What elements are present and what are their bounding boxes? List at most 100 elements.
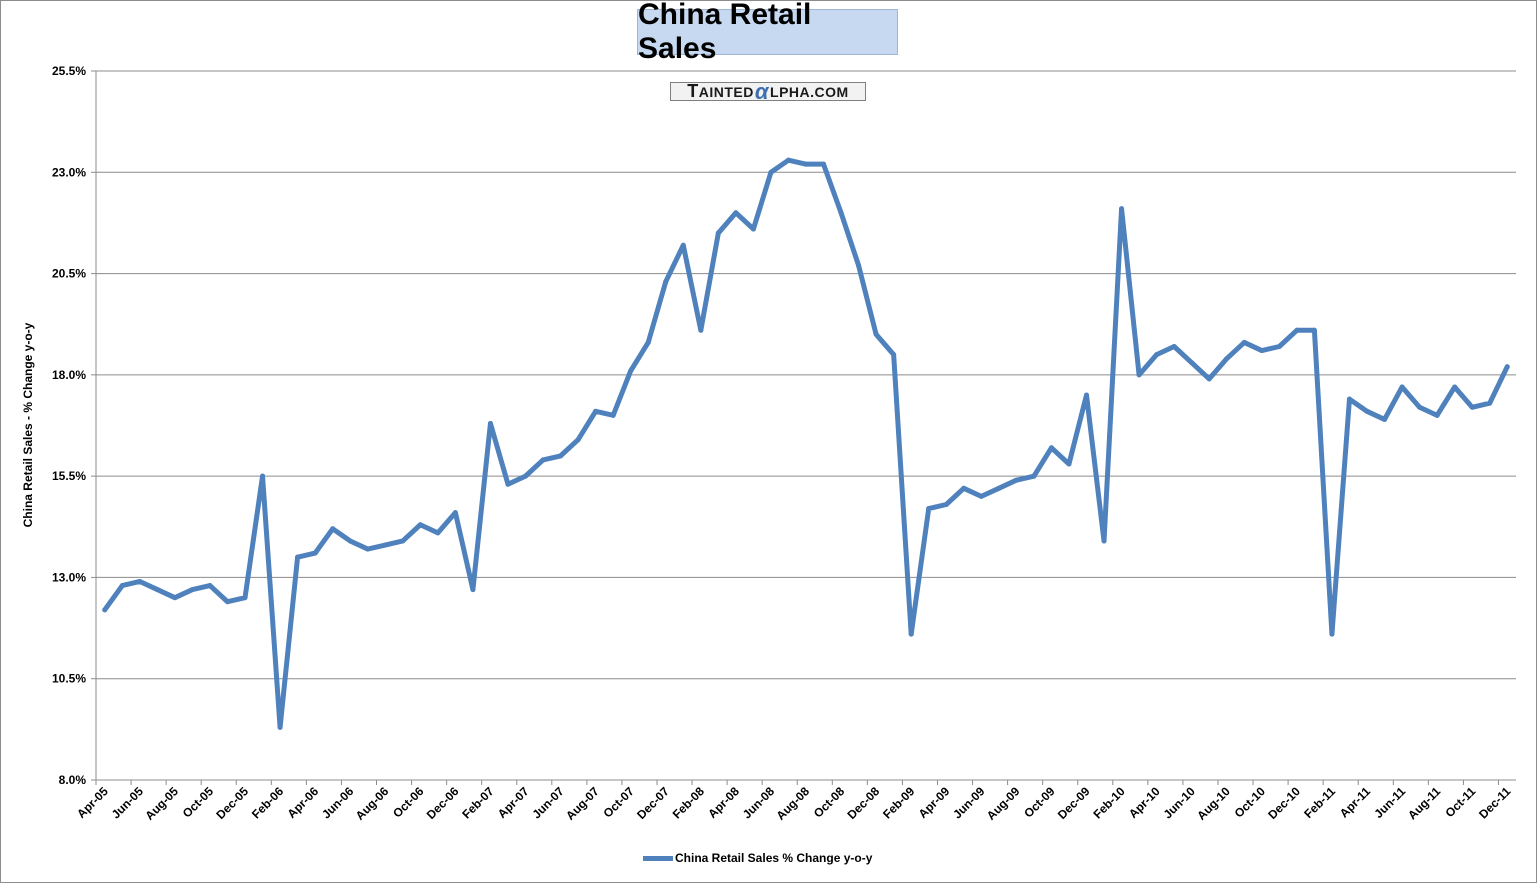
x-axis-tick-labels: Apr-05Jun-05Aug-05Oct-05Dec-05Feb-06Apr-… <box>74 784 1513 823</box>
data-point <box>523 473 529 479</box>
x-tick-label: Aug-05 <box>142 784 181 823</box>
data-point <box>1311 327 1317 333</box>
data-point <box>487 420 493 426</box>
data-point <box>277 724 283 730</box>
x-tick-label: Dec-06 <box>424 784 462 822</box>
data-point <box>645 339 651 345</box>
data-point <box>1171 343 1177 349</box>
data-point <box>1329 631 1335 637</box>
x-tick-label: Dec-05 <box>213 784 251 822</box>
data-point <box>102 607 108 613</box>
data-point <box>891 352 897 358</box>
data-point <box>593 408 599 414</box>
data-point <box>1154 352 1160 358</box>
data-point <box>1452 384 1458 390</box>
data-point <box>663 279 669 285</box>
x-tick-label: Dec-07 <box>634 784 672 822</box>
data-point <box>224 599 230 605</box>
data-point <box>680 242 686 248</box>
data-point <box>803 161 809 167</box>
x-tick-label: Oct-11 <box>1442 784 1478 820</box>
series-line <box>102 157 1510 730</box>
x-tick-label: Oct-07 <box>600 784 637 821</box>
legend: China Retail Sales % Change y-o-y <box>643 849 872 867</box>
data-point <box>1206 376 1212 382</box>
data-point <box>750 226 756 232</box>
data-point <box>435 530 441 536</box>
data-point <box>1434 412 1440 418</box>
data-point <box>540 457 546 463</box>
x-tick-label: Aug-07 <box>563 784 602 823</box>
data-point <box>1066 461 1072 467</box>
y-axis-tick-labels: 8.0% 10.5% 13.0% 15.5% 18.0% 20.5% 23.0% 25.5% <box>52 64 86 787</box>
series-layer <box>102 157 1510 730</box>
data-point <box>943 502 949 508</box>
data-point <box>610 412 616 418</box>
x-tick-label: Oct-08 <box>811 784 848 821</box>
x-tick-label: Feb-08 <box>670 784 707 821</box>
axes <box>91 70 1516 785</box>
legend-swatch <box>643 855 673 861</box>
data-point <box>137 578 143 584</box>
data-point <box>838 210 844 216</box>
data-point <box>1259 348 1265 354</box>
data-point <box>575 437 581 443</box>
data-point <box>996 485 1002 491</box>
data-point <box>189 587 195 593</box>
x-tick-label: Jun-06 <box>319 784 356 821</box>
data-point <box>1189 360 1195 366</box>
x-tick-label: Aug-11 <box>1405 784 1443 822</box>
data-point <box>768 169 774 175</box>
x-tick-label: Feb-11 <box>1301 784 1338 821</box>
x-tick-label: Apr-08 <box>705 784 742 821</box>
x-tick-label: Jun-10 <box>1161 784 1198 821</box>
gridlines <box>96 70 1516 781</box>
x-tick-label: Apr-10 <box>1126 784 1163 821</box>
x-tick-label: Apr-05 <box>74 784 111 821</box>
data-point <box>978 493 984 499</box>
data-point <box>400 538 406 544</box>
data-point <box>347 538 353 544</box>
data-point <box>382 542 388 548</box>
data-point <box>295 554 301 560</box>
data-point <box>1224 356 1230 362</box>
data-point <box>698 327 704 333</box>
data-point <box>452 510 458 516</box>
data-point <box>312 550 318 556</box>
data-point <box>926 506 932 512</box>
data-point <box>1382 416 1388 422</box>
x-tick-label: Apr-07 <box>495 784 532 821</box>
data-point <box>1241 339 1247 345</box>
data-point <box>1276 343 1282 349</box>
watermark-logo: T AINTED α LPHA.COM <box>670 79 866 104</box>
y-tick-label: 18.0% <box>52 368 86 382</box>
data-point <box>1487 400 1493 406</box>
x-tick-label: Aug-08 <box>773 784 812 823</box>
legend-label: China Retail Sales % Change y-o-y <box>675 851 873 865</box>
data-point <box>715 230 721 236</box>
data-point <box>785 157 791 163</box>
data-point <box>242 595 248 601</box>
data-point <box>172 595 178 601</box>
data-point <box>1417 404 1423 410</box>
data-point <box>1048 445 1054 451</box>
data-point <box>470 587 476 593</box>
x-tick-label: Jun-08 <box>740 784 777 821</box>
x-tick-label: Apr-06 <box>284 784 321 821</box>
x-tick-label: Aug-09 <box>984 784 1023 823</box>
data-point <box>1101 538 1107 544</box>
data-point <box>1469 404 1475 410</box>
data-point <box>628 368 634 374</box>
x-tick-label: Feb-09 <box>880 784 917 821</box>
y-tick-label: 23.0% <box>52 165 86 179</box>
x-tick-label: Oct-10 <box>1232 784 1269 821</box>
chart-title: China Retail Sales <box>637 0 898 65</box>
data-point <box>505 481 511 487</box>
x-tick-label: Dec-08 <box>845 784 883 822</box>
x-tick-label: Dec-11 <box>1476 784 1513 821</box>
data-point <box>908 631 914 637</box>
y-axis-title: China Retail Sales - % Change y-o-y <box>21 322 35 528</box>
x-tick-label: Feb-06 <box>249 784 286 821</box>
x-tick-label: Apr-11 <box>1337 784 1374 821</box>
